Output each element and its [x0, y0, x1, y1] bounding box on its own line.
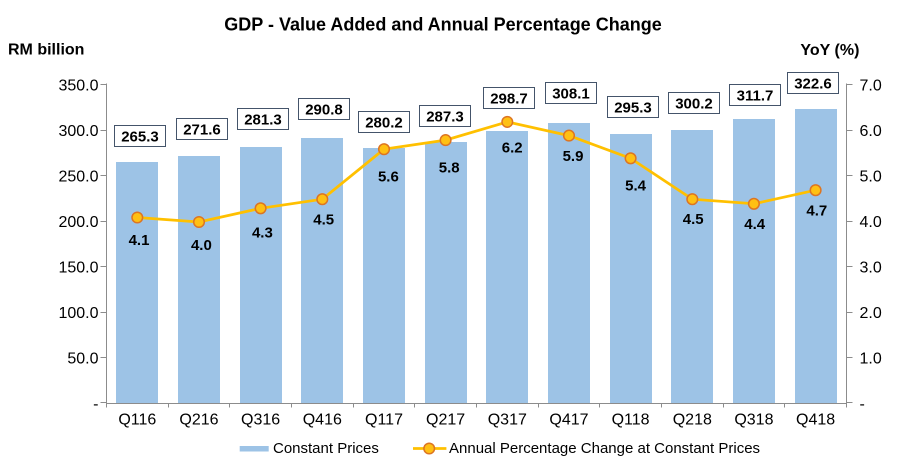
svg-text:4.3: 4.3: [252, 224, 273, 241]
svg-text:281.3: 281.3: [244, 111, 282, 128]
svg-text:3.0: 3.0: [860, 259, 882, 276]
svg-text:RM billion: RM billion: [8, 41, 84, 58]
svg-text:2.0: 2.0: [860, 305, 882, 322]
svg-text:-: -: [93, 396, 98, 413]
svg-text:Q118: Q118: [612, 411, 650, 428]
svg-text:295.3: 295.3: [614, 99, 652, 116]
svg-text:298.7: 298.7: [490, 90, 528, 107]
svg-text:Q416: Q416: [303, 411, 342, 428]
svg-text:Q217: Q217: [426, 411, 465, 428]
svg-text:5.8: 5.8: [439, 160, 460, 177]
svg-text:Q218: Q218: [673, 411, 712, 428]
svg-text:287.3: 287.3: [426, 108, 464, 125]
svg-text:290.8: 290.8: [305, 101, 343, 118]
svg-text:Annual Percentage Change at Co: Annual Percentage Change at Constant Pri…: [449, 440, 760, 457]
svg-text:250.0: 250.0: [58, 168, 98, 185]
svg-text:4.5: 4.5: [683, 211, 704, 228]
svg-text:6.2: 6.2: [502, 139, 523, 156]
svg-text:300.2: 300.2: [675, 95, 713, 112]
svg-text:4.5: 4.5: [313, 212, 334, 229]
svg-text:200.0: 200.0: [58, 214, 98, 231]
svg-text:311.7: 311.7: [737, 87, 774, 104]
svg-text:150.0: 150.0: [58, 259, 98, 276]
svg-text:Q417: Q417: [549, 411, 588, 428]
svg-text:5.6: 5.6: [378, 169, 399, 186]
svg-text:4.4: 4.4: [744, 216, 766, 233]
svg-text:1.0: 1.0: [860, 350, 882, 367]
svg-text:Q117: Q117: [365, 411, 403, 428]
svg-text:100.0: 100.0: [58, 305, 98, 322]
svg-text:265.3: 265.3: [121, 128, 159, 145]
svg-text:Q418: Q418: [796, 411, 835, 428]
svg-text:4.1: 4.1: [129, 232, 150, 249]
svg-text:50.0: 50.0: [67, 350, 98, 367]
svg-text:280.2: 280.2: [365, 114, 403, 131]
svg-text:-: -: [860, 396, 865, 413]
svg-text:Q317: Q317: [488, 411, 527, 428]
svg-text:4.0: 4.0: [191, 237, 212, 254]
svg-text:350.0: 350.0: [58, 77, 98, 94]
svg-text:4.0: 4.0: [860, 214, 882, 231]
svg-text:4.7: 4.7: [806, 203, 827, 220]
svg-text:7.0: 7.0: [860, 77, 882, 94]
svg-text:Constant Prices: Constant Prices: [273, 440, 379, 457]
svg-text:Q216: Q216: [179, 411, 218, 428]
svg-text:Q316: Q316: [241, 411, 280, 428]
svg-text:Q116: Q116: [118, 411, 156, 428]
svg-text:GDP - Value Added and Annual P: GDP - Value Added and Annual Percentage …: [224, 15, 661, 35]
svg-text:271.6: 271.6: [183, 121, 221, 138]
svg-text:YoY (%): YoY (%): [800, 42, 859, 59]
svg-text:300.0: 300.0: [58, 123, 98, 140]
svg-text:322.6: 322.6: [794, 75, 832, 92]
svg-text:6.0: 6.0: [860, 123, 882, 140]
svg-text:5.4: 5.4: [625, 177, 647, 194]
svg-text:308.1: 308.1: [552, 85, 590, 102]
svg-text:5.0: 5.0: [860, 168, 882, 185]
svg-text:Q318: Q318: [734, 411, 773, 428]
svg-text:5.9: 5.9: [563, 148, 584, 165]
